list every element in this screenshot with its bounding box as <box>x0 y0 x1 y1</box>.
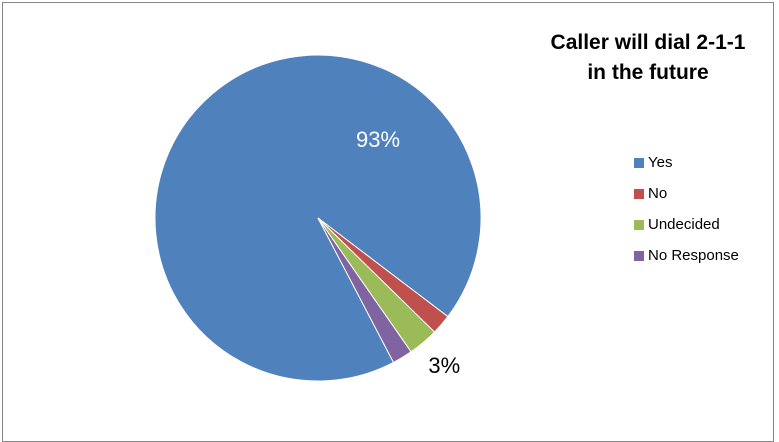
legend-swatch-no <box>634 188 644 199</box>
legend-item-no: No <box>634 178 739 209</box>
legend-item-yes: Yes <box>634 147 739 178</box>
chart-title: Caller will dial 2-1-1 in the future <box>513 28 779 88</box>
data-label-yes: 93% <box>356 127 400 152</box>
legend-swatch-undecided <box>634 219 644 230</box>
pie-chart: 93% 3% <box>154 54 482 382</box>
legend-swatch-yes <box>634 157 644 168</box>
legend: Yes No Undecided No Response <box>634 147 739 271</box>
pie-slices <box>154 54 482 382</box>
legend-label-no-response: No Response <box>648 247 739 264</box>
legend-item-undecided: Undecided <box>634 209 739 240</box>
legend-swatch-no-response <box>634 250 644 261</box>
legend-label-undecided: Undecided <box>648 216 720 233</box>
chart-title-line-1: Caller will dial 2-1-1 <box>550 31 746 54</box>
legend-item-no-response: No Response <box>634 240 739 271</box>
data-label-undecided: 3% <box>428 353 460 378</box>
legend-label-yes: Yes <box>648 154 673 171</box>
pie-slice-no-response <box>317 217 412 364</box>
legend-label-no: No <box>648 185 668 202</box>
chart-title-line-2: in the future <box>587 61 709 84</box>
pie-data-labels: 93% 3% <box>356 127 460 378</box>
